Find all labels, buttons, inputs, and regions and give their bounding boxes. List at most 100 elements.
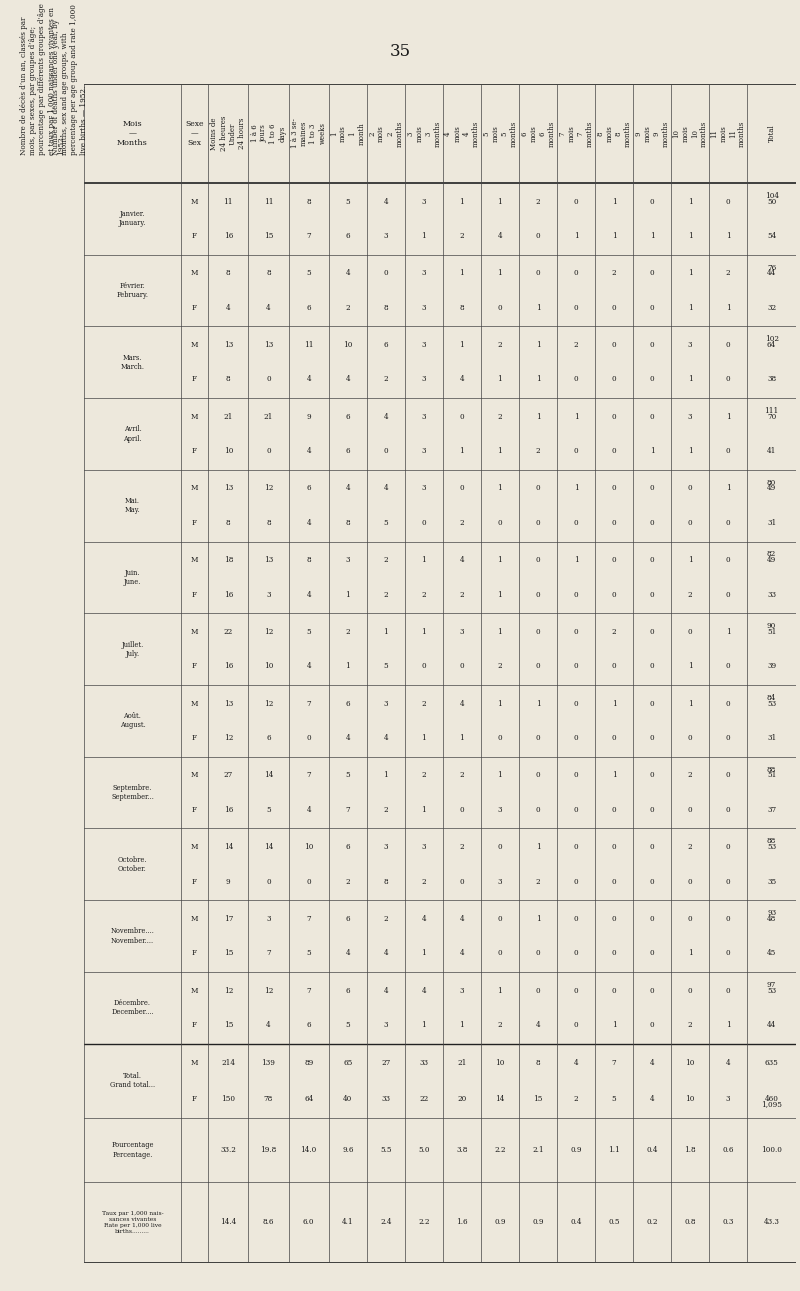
Text: 10: 10: [343, 341, 353, 349]
Text: 5: 5: [306, 627, 311, 636]
Text: 1: 1: [498, 772, 502, 780]
Text: 0: 0: [688, 519, 693, 527]
Text: 4: 4: [346, 484, 350, 492]
Text: 15: 15: [534, 1095, 542, 1103]
Text: 4: 4: [306, 662, 311, 670]
Text: 0: 0: [688, 627, 693, 636]
Text: 6.0: 6.0: [303, 1219, 314, 1226]
Text: 2: 2: [498, 1021, 502, 1029]
Text: 0.4: 0.4: [646, 1146, 658, 1154]
Text: 1: 1: [459, 447, 464, 456]
Text: 11: 11: [223, 198, 233, 205]
Text: 54: 54: [767, 232, 776, 240]
Text: 0: 0: [726, 519, 730, 527]
Text: 1: 1: [688, 949, 693, 958]
Text: 1: 1: [612, 1021, 617, 1029]
Text: 2: 2: [612, 270, 616, 278]
Text: 4: 4: [383, 198, 388, 205]
Text: 4: 4: [306, 806, 311, 813]
Text: 53: 53: [767, 700, 776, 707]
Text: 8: 8: [306, 556, 311, 564]
Text: 2: 2: [459, 843, 464, 851]
Text: 0: 0: [459, 484, 464, 492]
Text: 2.1: 2.1: [532, 1146, 544, 1154]
Text: 0: 0: [536, 772, 540, 780]
Text: 90: 90: [767, 622, 776, 630]
Text: 9: 9: [226, 878, 230, 886]
Text: 635: 635: [765, 1059, 778, 1066]
Text: 1: 1: [459, 341, 464, 349]
Text: 4: 4: [726, 1059, 730, 1066]
Text: 0: 0: [650, 806, 654, 813]
Text: 1: 1: [346, 662, 350, 670]
Text: 27: 27: [224, 772, 233, 780]
Text: 0: 0: [306, 878, 311, 886]
Text: 7
mois
7
months: 7 mois 7 months: [558, 120, 594, 146]
Text: 38: 38: [767, 376, 776, 383]
Text: 0: 0: [650, 341, 654, 349]
Text: 0: 0: [650, 1021, 654, 1029]
Text: 1 à 3 se-
maines
1 to 3
weeks: 1 à 3 se- maines 1 to 3 weeks: [291, 119, 326, 148]
Text: 53: 53: [767, 986, 776, 994]
Text: 111: 111: [765, 407, 778, 414]
Text: 10: 10: [495, 1059, 505, 1066]
Text: 0: 0: [459, 662, 464, 670]
Text: 3: 3: [688, 341, 692, 349]
Text: 64: 64: [767, 341, 776, 349]
Text: 4: 4: [536, 1021, 540, 1029]
Text: 1: 1: [422, 949, 426, 958]
Text: M: M: [190, 915, 198, 923]
Text: 1: 1: [612, 772, 617, 780]
Text: 4: 4: [422, 986, 426, 994]
Text: 0.9: 0.9: [570, 1146, 582, 1154]
Text: 2: 2: [459, 232, 464, 240]
Text: 0: 0: [650, 198, 654, 205]
Text: 97: 97: [767, 981, 776, 989]
Text: 0: 0: [536, 627, 540, 636]
Text: 0: 0: [574, 590, 578, 599]
Text: 1: 1: [650, 447, 654, 456]
Text: 1: 1: [459, 270, 464, 278]
Text: 13: 13: [224, 700, 233, 707]
Text: 4: 4: [346, 270, 350, 278]
Text: 3: 3: [422, 303, 426, 311]
Text: 1: 1: [612, 700, 617, 707]
Text: M: M: [190, 700, 198, 707]
Text: 139: 139: [262, 1059, 275, 1066]
Text: 1,095: 1,095: [761, 1100, 782, 1109]
Text: 1: 1: [574, 413, 578, 421]
Text: 7: 7: [306, 915, 311, 923]
Text: 35: 35: [767, 878, 776, 886]
Text: 1: 1: [726, 232, 730, 240]
Text: 8
mois
8
months: 8 mois 8 months: [596, 120, 632, 146]
Text: 33: 33: [419, 1059, 428, 1066]
Text: 100.0: 100.0: [761, 1146, 782, 1154]
Text: 0: 0: [650, 376, 654, 383]
Text: 1: 1: [535, 303, 540, 311]
Text: 1: 1: [422, 806, 426, 813]
Text: 0: 0: [650, 519, 654, 527]
Text: 14.0: 14.0: [301, 1146, 317, 1154]
Text: 0: 0: [650, 986, 654, 994]
Text: 1: 1: [688, 556, 693, 564]
Text: 3
mois
3
months: 3 mois 3 months: [406, 120, 442, 146]
Text: Moins de
24 heures
Under
24 hours: Moins de 24 heures Under 24 hours: [210, 116, 246, 151]
Text: 6: 6: [346, 413, 350, 421]
Text: 2.2: 2.2: [494, 1146, 506, 1154]
Text: 0: 0: [688, 986, 693, 994]
Text: 49: 49: [767, 484, 776, 492]
Text: 21: 21: [264, 413, 273, 421]
Text: 1: 1: [688, 662, 693, 670]
Text: 0: 0: [574, 270, 578, 278]
Text: 0: 0: [536, 484, 540, 492]
Text: 1: 1: [726, 303, 730, 311]
Text: 3: 3: [460, 627, 464, 636]
Text: 33: 33: [382, 1095, 390, 1103]
Text: 3: 3: [266, 590, 270, 599]
Text: 0.3: 0.3: [722, 1219, 734, 1226]
Text: 1: 1: [422, 556, 426, 564]
Text: F: F: [192, 447, 197, 456]
Text: 1: 1: [535, 700, 540, 707]
Text: Pourcentage
Percentage.: Pourcentage Percentage.: [111, 1141, 154, 1158]
Text: 0: 0: [612, 303, 616, 311]
